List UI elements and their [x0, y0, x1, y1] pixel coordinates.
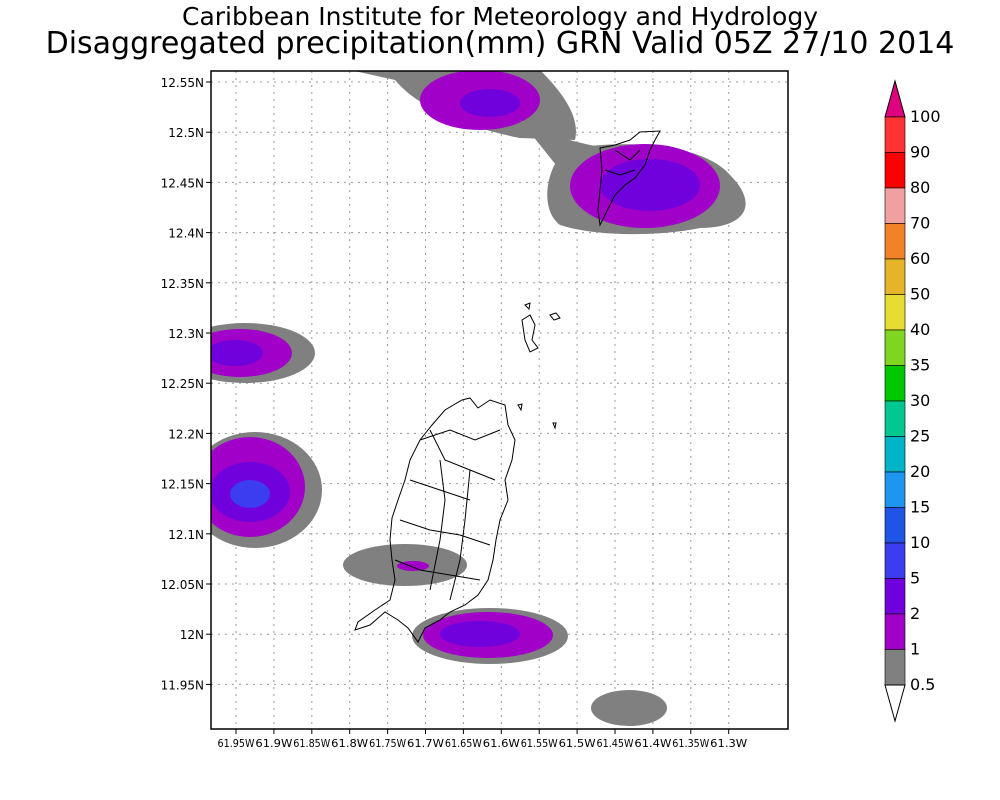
grenada-island-outline [354, 397, 516, 643]
lat-tick-label: 12.15N [161, 478, 204, 492]
carriacou-outline [597, 130, 661, 227]
colorbar-level-label: 60 [910, 249, 930, 268]
lon-tick-label: 61.35W [672, 737, 709, 750]
lat-tick-label: 12.1N [168, 528, 204, 542]
lon-tick-label: 61.85W [293, 737, 330, 750]
colorbar-level-label: 40 [910, 320, 930, 339]
colorbar-swatch [884, 542, 906, 579]
colorbar-swatch [884, 294, 906, 331]
colorbar-level-label: 25 [910, 427, 930, 446]
colorbar-swatch [884, 187, 906, 224]
colorbar-level-label: 5 [910, 569, 920, 588]
precip-region-west-lower [211, 432, 322, 548]
colorbar-swatch [884, 116, 906, 153]
colorbar-level-label: 70 [910, 214, 930, 233]
colorbar-level-label: 50 [910, 285, 930, 304]
lat-tick-label: 11.95N [161, 678, 204, 692]
map-subtitle: Disaggregated precipitation(mm) GRN Vali… [45, 26, 955, 61]
longitude-labels: 61.95W 61.9W 61.85W 61.8W 61.75W 61.7W 61.65W 6… [218, 729, 747, 750]
colorbar-level-label: 90 [910, 143, 930, 162]
colorbar-swatch [884, 471, 906, 508]
colorbar-top-arrow [884, 79, 906, 118]
lon-tick-label: 61.75W [369, 737, 406, 750]
lon-tick-label: 61.4W [634, 737, 671, 750]
lon-tick-label: 61.6W [483, 737, 520, 750]
lon-tick-label: 61.55W [521, 737, 558, 750]
colorbar-level-label: 10 [910, 533, 930, 552]
colorbar-level-label: 35 [910, 356, 930, 375]
colorbar-level-label: 1 [910, 640, 920, 659]
precip-region-carriacou [547, 144, 746, 235]
colorbar-swatch [884, 613, 906, 650]
lon-tick-label: 61.7W [407, 737, 444, 750]
colorbar-swatch [884, 436, 906, 473]
precip-region-north [354, 71, 610, 170]
colorbar-swatch [884, 507, 906, 544]
lat-tick-label: 12.25N [161, 377, 204, 391]
colorbar-swatch [884, 329, 906, 366]
precipitation-shading [211, 71, 746, 726]
colorbar-swatch [884, 649, 906, 686]
latitude-labels: 12.55N 12.5N 12.45N 12.4N 12.35N 12.3N 12.25N 1… [161, 76, 211, 692]
small-island-5 [552, 422, 557, 430]
lon-tick-label: 61.95W [218, 737, 255, 750]
lon-tick-label: 61.45W [597, 737, 634, 750]
lon-tick-label: 61.3W [710, 737, 747, 750]
lat-tick-label: 12.4N [168, 227, 204, 241]
lat-tick-label: 12.45N [161, 176, 204, 190]
colorbar-swatch [884, 258, 906, 295]
lat-tick-label: 12.35N [161, 277, 204, 291]
lat-tick-label: 12.05N [161, 578, 204, 592]
colorbar-level-label: 100 [910, 107, 941, 126]
lat-tick-label: 12.2N [168, 427, 204, 441]
small-island-1 [521, 314, 539, 353]
colorbar-level-label: 15 [910, 498, 930, 517]
colorbar-swatch [884, 365, 906, 402]
colorbar-level-label: 20 [910, 462, 930, 481]
colorbar-swatch [884, 152, 906, 189]
precip-region-southeast [591, 690, 667, 726]
map-title: Caribbean Institute for Meteorology and … [182, 2, 818, 31]
colorbar-level-label: 80 [910, 178, 930, 197]
lat-tick-label: 12.55N [161, 76, 204, 90]
colorbar-swatch [884, 578, 906, 615]
lat-tick-label: 12.3N [168, 327, 204, 341]
colorbar-level-label: 30 [910, 391, 930, 410]
small-island-2 [549, 312, 561, 321]
colorbar-swatch [884, 223, 906, 260]
precip-region-south [412, 608, 568, 664]
small-island-4 [517, 403, 523, 412]
lat-tick-label: 12N [180, 628, 204, 642]
lon-tick-label: 61.65W [445, 737, 482, 750]
coastlines [354, 130, 661, 643]
small-island-3 [524, 302, 531, 311]
lat-tick-label: 12.5N [168, 126, 204, 140]
colorbar-bottom-arrow [884, 684, 906, 723]
lon-tick-label: 61.8W [331, 737, 368, 750]
lon-tick-label: 61.5W [559, 737, 596, 750]
colorbar-level-label: 0.5 [910, 675, 935, 694]
colorbar-swatch [884, 400, 906, 437]
colorbar-level-label: 2 [910, 604, 920, 623]
plot-frame [210, 70, 789, 730]
precip-region-west-upper [211, 323, 315, 383]
lon-tick-label: 61.9W [255, 737, 292, 750]
